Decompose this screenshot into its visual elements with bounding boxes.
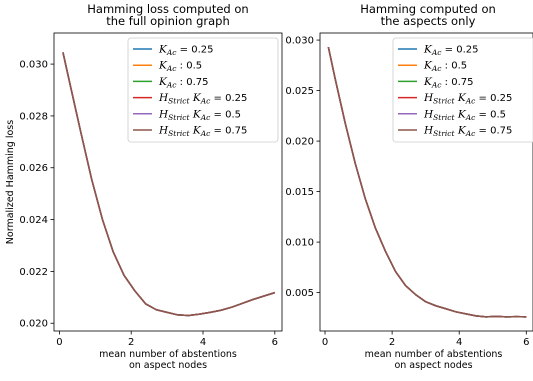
x-axis-label-line: mean number of abstentions (365, 349, 503, 360)
x-tick-label: 6 (272, 337, 278, 348)
panel-title-line: Hamming computed on (360, 2, 496, 16)
legend: KAc = 0.25 KAc : 0.5 KAc : 0.75 HStrict KAc… (392, 37, 533, 143)
legend-label: KAc : 0.5 (158, 60, 202, 74)
plot-frame (319, 32, 533, 332)
panel-title-line: Hamming loss computed on (87, 2, 248, 16)
series-lines (62, 52, 276, 317)
x-tick-label: 4 (456, 337, 462, 348)
legend-box (392, 37, 533, 143)
y-tick-label: 0.024 (19, 215, 48, 226)
legend-label: HStrict KAc = 0.75 (423, 125, 512, 139)
legend-label: HStrict KAc = 0.75 (158, 125, 247, 139)
x-tick-label: 6 (523, 337, 529, 348)
panel-title-line: the aspects only (381, 14, 476, 28)
y-tick-label: 0.030 (285, 36, 314, 47)
y-tick-label: 0.015 (285, 187, 314, 198)
x-tick-label: 0 (322, 337, 328, 348)
y-axis-label: Normalized Hamming loss (5, 120, 16, 244)
series-lines (327, 46, 527, 318)
y-tick-label: 0.020 (19, 319, 48, 330)
y-tick-label: 0.028 (19, 111, 48, 122)
legend-label: KAc : 0.75 (423, 76, 473, 90)
x-tick-label: 2 (128, 337, 134, 348)
panel-title-line: the full opinion graph (106, 14, 230, 28)
series-line (62, 52, 276, 317)
legend-label: HStrict KAc = 0.25 (158, 92, 247, 106)
y-tick-label: 0.025 (285, 86, 314, 97)
legend-label: HStrict KAc = 0.5 (158, 108, 241, 122)
legend-label: KAc = 0.25 (158, 44, 214, 58)
y-tick-label: 0.030 (19, 60, 48, 71)
legend-label: HStrict KAc = 0.5 (423, 108, 506, 122)
legend-label: HStrict KAc = 0.25 (423, 92, 512, 106)
x-tick-label: 4 (200, 337, 206, 348)
series-line (327, 46, 527, 318)
legend-label: KAc : 0.75 (158, 76, 208, 90)
legend: KAc = 0.25 KAc : 0.5 KAc : 0.75 HStrict KAc… (127, 37, 279, 143)
x-tick-label: 0 (56, 337, 62, 348)
x-axis-label-line: on aspect nodes (129, 360, 207, 371)
y-tick-label: 0.026 (19, 163, 48, 174)
legend-label: KAc = 0.25 (423, 44, 479, 58)
y-tick-label: 0.020 (285, 137, 314, 148)
y-tick-label: 0.010 (285, 238, 314, 249)
legend-label: KAc : 0.5 (423, 60, 467, 74)
x-tick-label: 2 (389, 337, 395, 348)
x-axis-label-line: mean number of abstentions (99, 349, 237, 360)
legend-box (127, 37, 279, 143)
plot-frame (53, 32, 283, 332)
y-tick-label: 0.022 (19, 267, 48, 278)
x-axis-label-line: on aspect nodes (394, 360, 472, 371)
y-tick-label: 0.005 (285, 288, 314, 299)
